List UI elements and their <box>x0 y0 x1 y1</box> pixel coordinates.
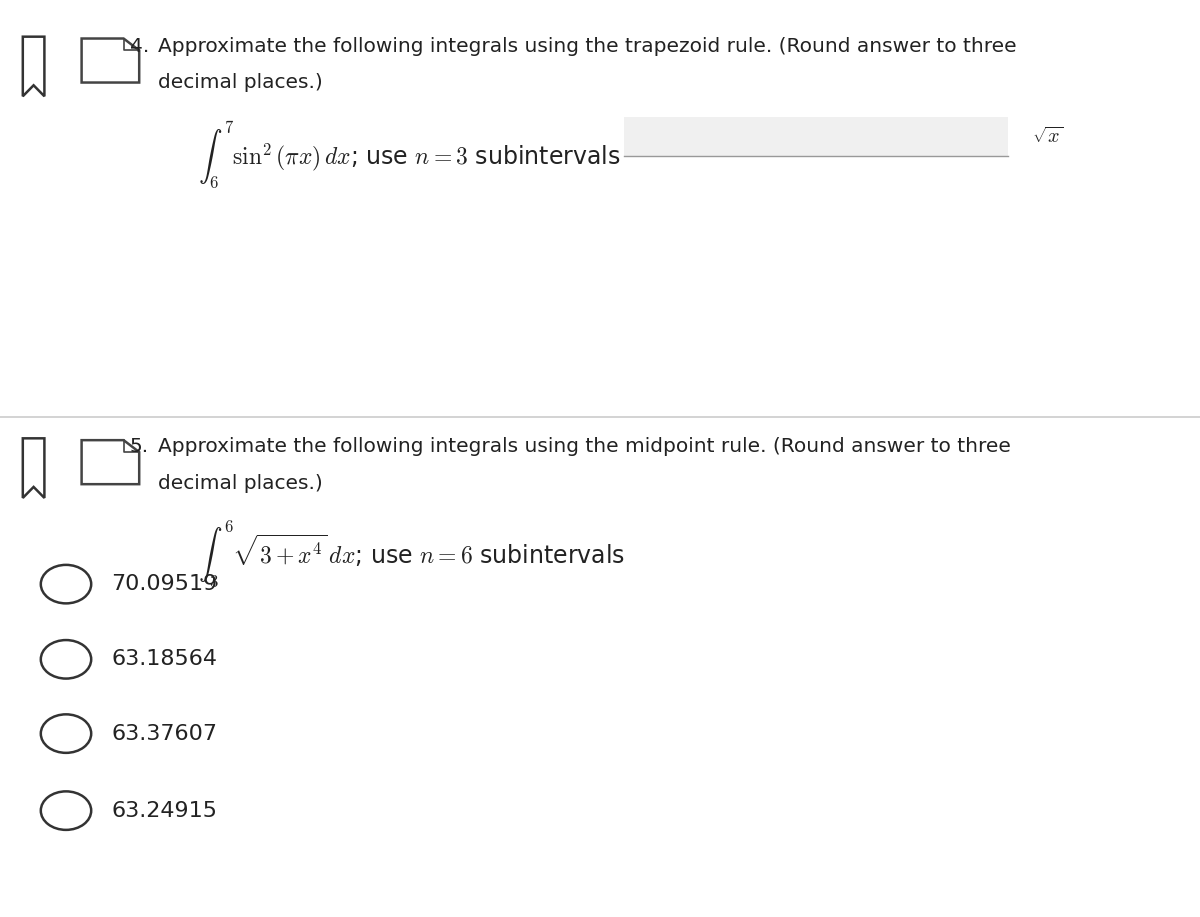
Text: 5.: 5. <box>130 437 149 457</box>
Text: $\sqrt{x}$: $\sqrt{x}$ <box>1032 127 1063 147</box>
Text: Approximate the following integrals using the midpoint rule. (Round answer to th: Approximate the following integrals usin… <box>158 437 1012 457</box>
FancyBboxPatch shape <box>624 117 1008 156</box>
Text: 63.18564: 63.18564 <box>112 649 217 669</box>
Text: $\int_{6}^{7} \sin^2(\pi x)\,dx$; use $n = 3$ subintervals: $\int_{6}^{7} \sin^2(\pi x)\,dx$; use $n… <box>198 119 620 190</box>
Text: decimal places.): decimal places.) <box>158 73 323 93</box>
Text: 70.09519: 70.09519 <box>112 574 218 594</box>
Text: 63.24915: 63.24915 <box>112 801 217 821</box>
Text: $\int_{3}^{6} \sqrt{3 + x^4}\,dx$; use $n = 6$ subintervals: $\int_{3}^{6} \sqrt{3 + x^4}\,dx$; use $… <box>198 518 625 589</box>
Text: 63.37607: 63.37607 <box>112 724 217 744</box>
Text: Approximate the following integrals using the trapezoid rule. (Round answer to t: Approximate the following integrals usin… <box>158 37 1018 56</box>
Text: 4.: 4. <box>130 37 149 56</box>
Text: decimal places.): decimal places.) <box>158 474 323 493</box>
